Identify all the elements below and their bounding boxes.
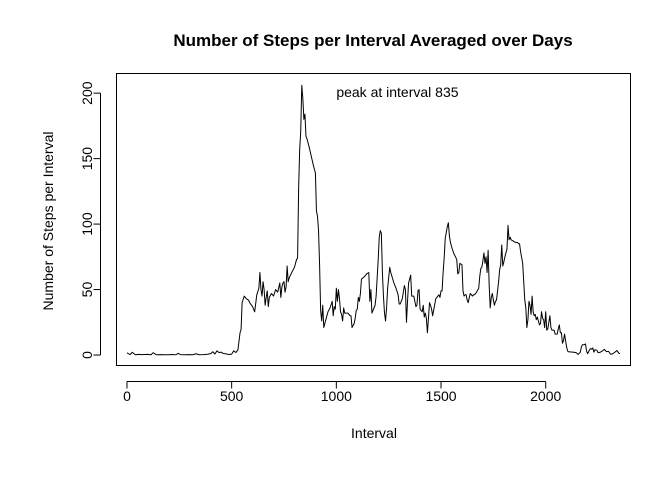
x-tick-label: 0 <box>123 388 131 404</box>
y-axis: 0 50 100 150 200 <box>79 81 101 359</box>
chart-title: Number of Steps per Interval Averaged ov… <box>173 31 572 50</box>
x-tick-label: 500 <box>220 388 244 404</box>
y-tick-label: 200 <box>79 81 95 105</box>
y-tick-label: 0 <box>79 351 95 359</box>
peak-annotation: peak at interval 835 <box>336 84 458 100</box>
y-tick-label: 150 <box>79 147 95 171</box>
y-tick-label: 50 <box>79 282 95 298</box>
y-axis-label: Number of Steps per Interval <box>40 132 56 311</box>
series-layer <box>126 84 621 356</box>
plot-frame <box>116 73 631 366</box>
x-tick-label: 2000 <box>530 388 561 404</box>
x-tick-label: 1500 <box>425 388 456 404</box>
y-tick-label: 100 <box>79 212 95 236</box>
x-axis: 0 500 1000 1500 2000 <box>123 381 561 404</box>
x-axis-label: Interval <box>351 425 397 441</box>
x-tick-label: 1000 <box>321 388 352 404</box>
series-line-0 <box>126 84 621 356</box>
